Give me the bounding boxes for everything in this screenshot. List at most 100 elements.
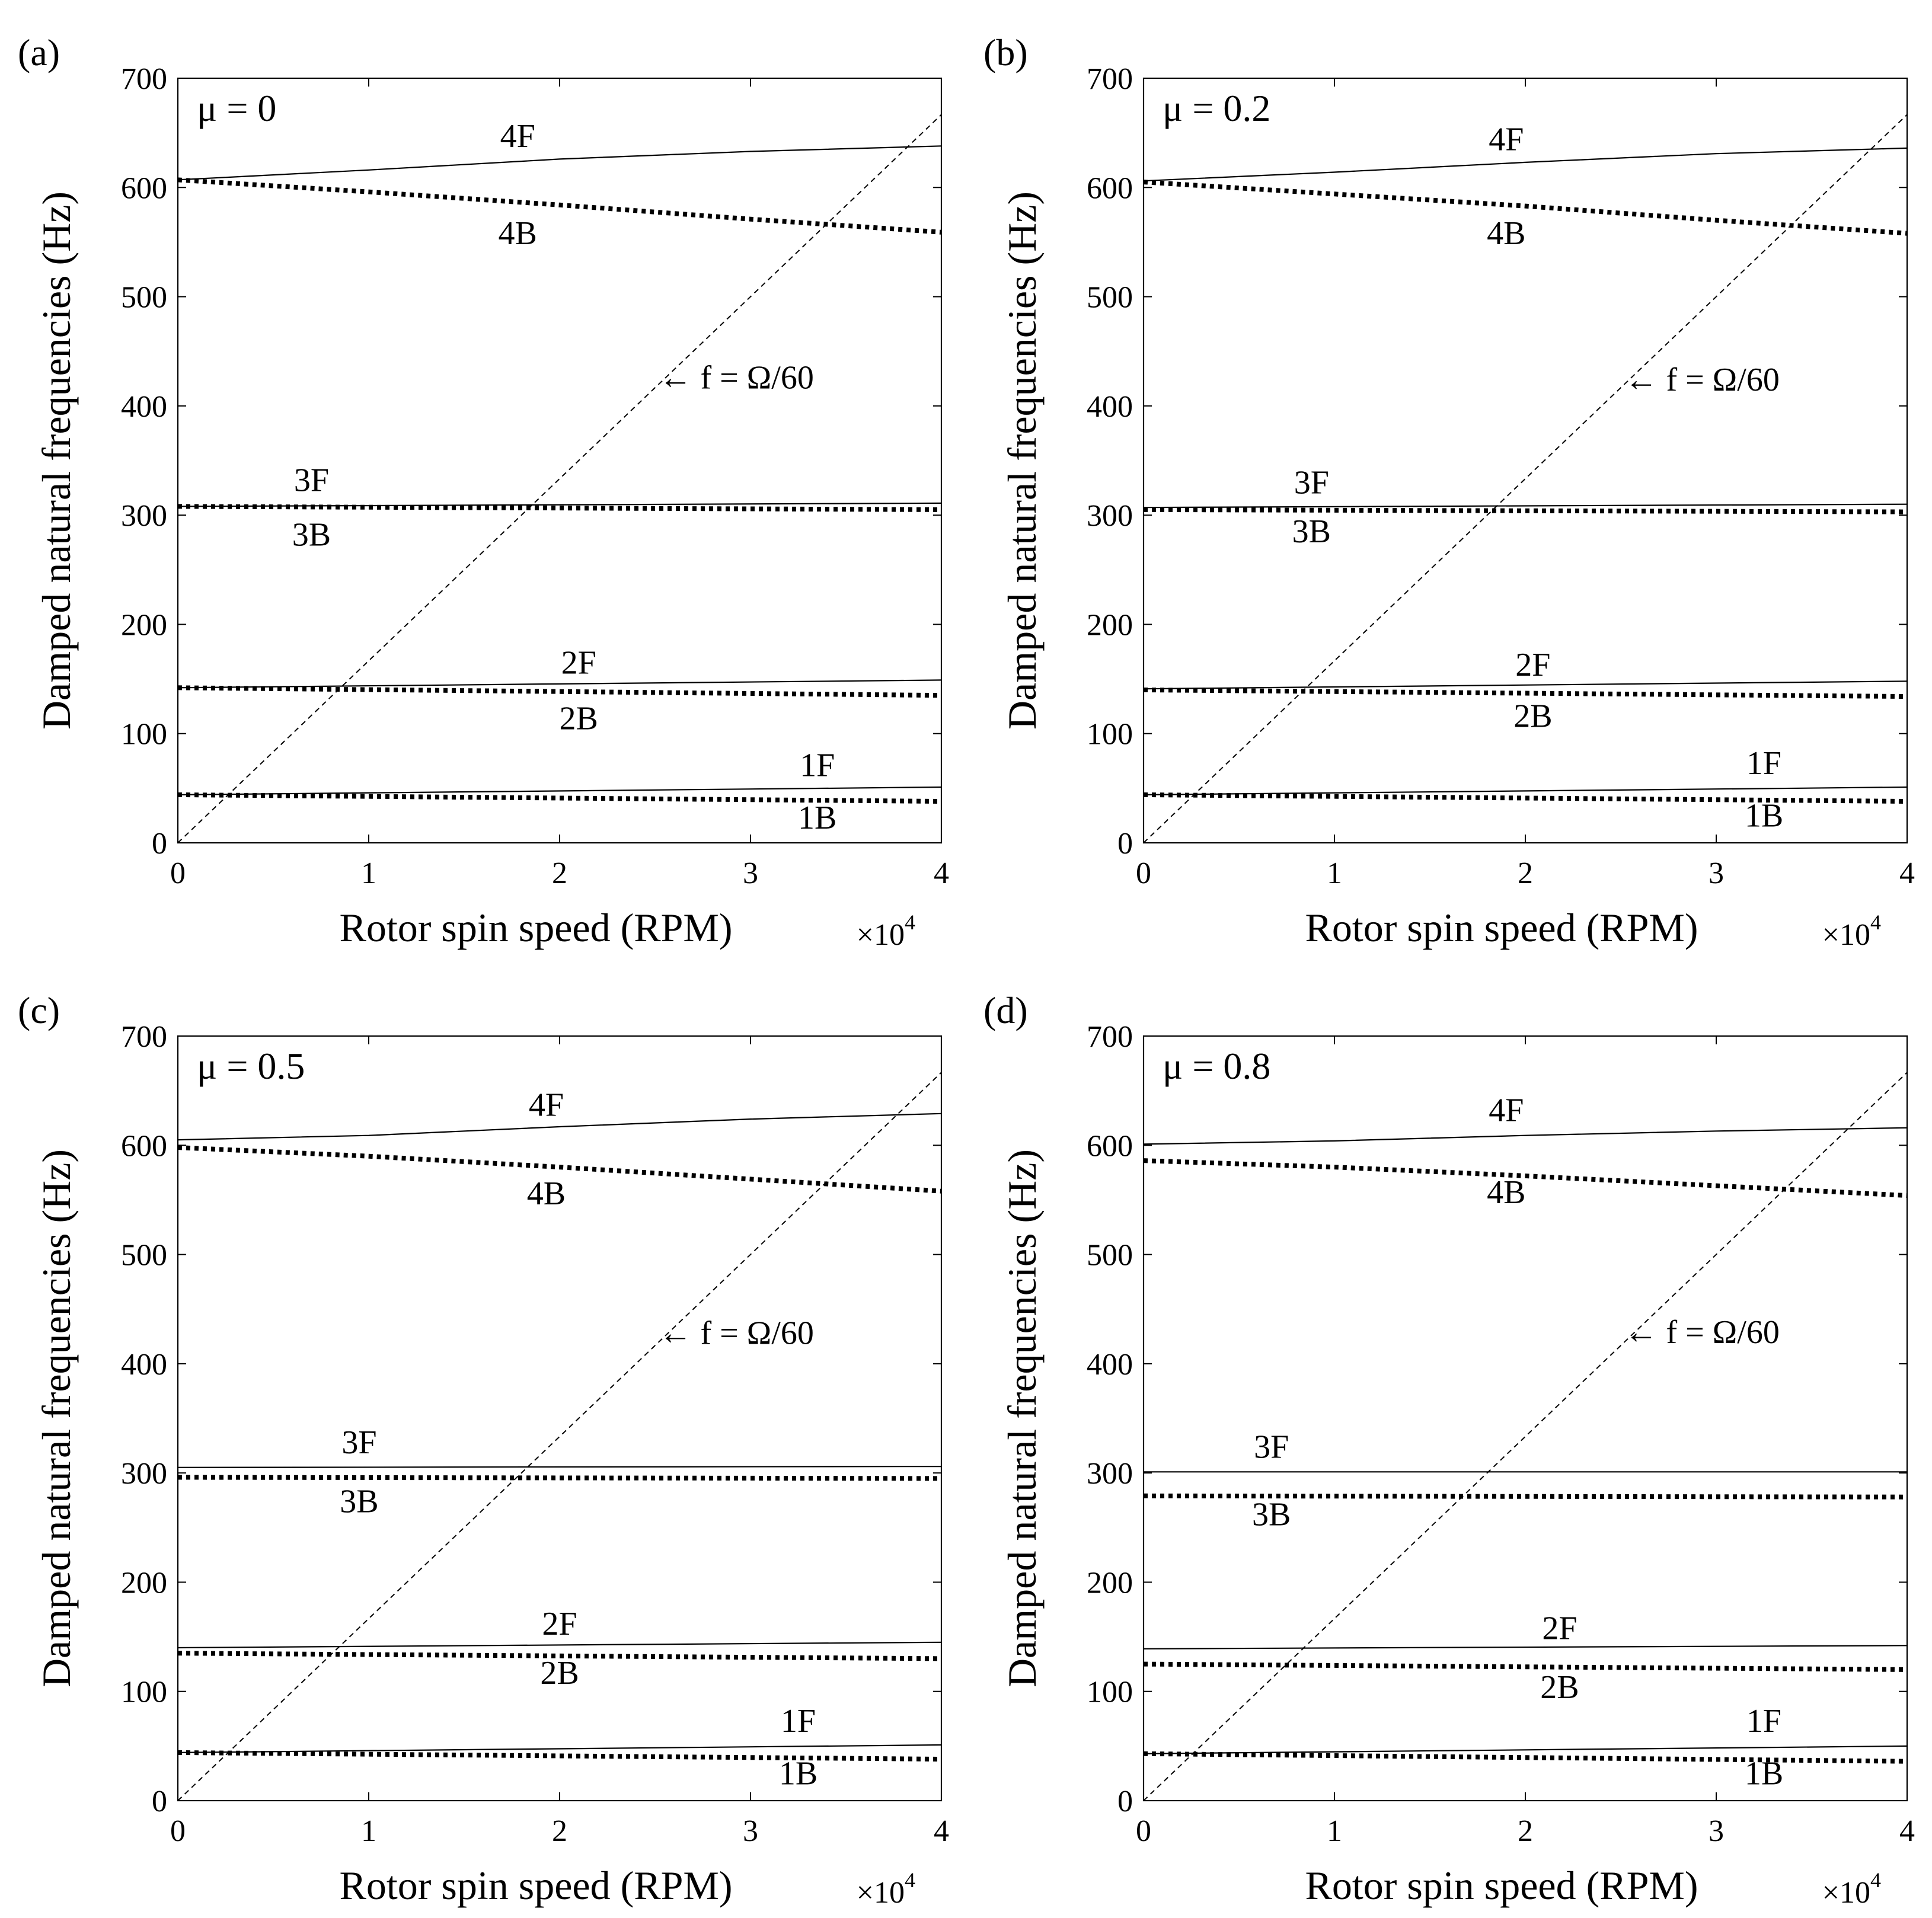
x-multiplier-base: ×10 xyxy=(1822,918,1870,952)
y-tick-label: 0 xyxy=(152,1785,167,1818)
series-annotation: 1B xyxy=(1745,1755,1783,1792)
x-tick-label: 4 xyxy=(1899,1814,1915,1848)
x-tick-label: 2 xyxy=(1518,1814,1533,1848)
chart-panel-c: 0 100 200 300 400 500 600 700 0 1 2 3 4 4F 4B 3F 3B 2F 2B 1… xyxy=(18,989,949,1910)
y-tick-label: 300 xyxy=(1087,499,1133,533)
series-annotation: 4B xyxy=(1487,215,1525,252)
series-line-3f xyxy=(178,502,941,507)
panel-label: (c) xyxy=(18,989,60,1031)
series-annotation: ← f = Ω/60 xyxy=(659,359,813,396)
y-axis-label: Damped natural frequencies (Hz) xyxy=(999,191,1045,730)
x-multiplier: ×104 xyxy=(1822,910,1881,952)
series-line-1b xyxy=(1144,792,1907,804)
x-tick-label: 3 xyxy=(743,856,758,890)
y-tick-label: 200 xyxy=(1087,608,1133,642)
x-multiplier-exponent: 4 xyxy=(905,910,915,934)
x-tick-label: 1 xyxy=(361,1814,376,1848)
series-line-f-60 xyxy=(1144,1072,1907,1801)
series-annotation: 3F xyxy=(1294,464,1329,501)
y-tick-label: 500 xyxy=(1087,281,1133,315)
x-tick-label: 1 xyxy=(361,856,376,890)
series-annotation: ← f = Ω/60 xyxy=(1624,1314,1779,1351)
y-tick-label: 500 xyxy=(121,281,167,315)
series-line-2f xyxy=(1144,680,1907,690)
x-multiplier-base: ×10 xyxy=(857,1876,905,1910)
series-line-1f xyxy=(1144,1745,1907,1754)
series-annotation: 1F xyxy=(1746,745,1781,782)
y-tick-label: 400 xyxy=(1087,1348,1133,1382)
series-line-f-60 xyxy=(178,1072,941,1801)
series-annotation: 2B xyxy=(540,1655,579,1692)
x-tick-label: 4 xyxy=(934,856,949,890)
series-line-2b xyxy=(178,1651,941,1661)
y-tick-label: 400 xyxy=(121,390,167,424)
y-tick-label: 300 xyxy=(121,499,167,533)
series-annotation: ← f = Ω/60 xyxy=(659,1315,813,1352)
y-tick-label: 100 xyxy=(121,718,167,752)
series-line-1b xyxy=(1144,1751,1907,1764)
series-annotation: 3B xyxy=(1292,513,1331,550)
series-annotation: 2F xyxy=(1542,1610,1577,1647)
x-multiplier: ×104 xyxy=(1822,1868,1881,1910)
x-tick-label: 1 xyxy=(1327,1814,1342,1848)
x-tick-label: 0 xyxy=(1136,856,1151,890)
series-annotation: 2F xyxy=(561,644,596,681)
series-group xyxy=(178,114,941,843)
x-multiplier: ×104 xyxy=(857,910,915,952)
y-axis-label: Damped natural frequencies (Hz) xyxy=(999,1149,1045,1687)
series-annotation: 3B xyxy=(292,517,331,554)
y-tick-label: 700 xyxy=(121,62,167,96)
x-multiplier-exponent: 4 xyxy=(905,1868,915,1892)
series-annotation: 1B xyxy=(1745,797,1783,834)
x-multiplier-exponent: 4 xyxy=(1870,1868,1881,1892)
series-annotation: 2B xyxy=(560,700,598,737)
series-annotation: 1F xyxy=(781,1703,816,1740)
series-annotation: 3B xyxy=(340,1483,378,1520)
series-annotation: 4B xyxy=(1487,1174,1525,1211)
series-annotation: 2F xyxy=(1515,647,1550,683)
series-line-2f xyxy=(178,1641,941,1649)
series-line-1f xyxy=(1144,786,1907,795)
x-tick-label: 3 xyxy=(1709,856,1724,890)
plot-frame xyxy=(1142,1035,1908,1802)
chart-panel-d: 0 100 200 300 400 500 600 700 0 1 2 3 4 4F 4B 3F 3B 2F 2B 1… xyxy=(983,989,1915,1910)
series-line-3b xyxy=(1144,1493,1907,1500)
x-tick-label: 0 xyxy=(170,856,186,890)
y-tick-label: 100 xyxy=(1087,718,1133,752)
series-line-2f xyxy=(1144,1645,1907,1650)
series-line-3f xyxy=(178,1465,941,1469)
series-annotation: 4B xyxy=(527,1175,566,1212)
series-annotation: 2B xyxy=(1540,1669,1579,1706)
series-annotation: 4F xyxy=(500,118,535,155)
series-line-4b xyxy=(1144,180,1907,236)
y-axis-label: Damped natural frequencies (Hz) xyxy=(34,1149,79,1687)
y-tick-label: 700 xyxy=(121,1020,167,1054)
x-axis-label: Rotor spin speed (RPM) xyxy=(1305,905,1698,950)
series-annotation: ← f = Ω/60 xyxy=(1624,362,1779,398)
x-tick-label: 4 xyxy=(934,1814,949,1848)
panel-label: (a) xyxy=(18,31,60,73)
x-tick-label: 2 xyxy=(1518,856,1533,890)
x-multiplier-base: ×10 xyxy=(857,918,905,952)
series-line-1f xyxy=(178,786,941,795)
series-line-4b xyxy=(178,1145,941,1194)
series-annotation: 4F xyxy=(1489,122,1524,158)
series-group xyxy=(178,1072,941,1801)
mu-label: μ = 0.8 xyxy=(1163,1045,1270,1087)
series-annotation: 4F xyxy=(1489,1092,1524,1129)
y-tick-label: 200 xyxy=(121,1566,167,1600)
series-line-f-60 xyxy=(178,114,941,843)
mu-label: μ = 0.2 xyxy=(1163,87,1270,129)
series-annotation: 4F xyxy=(529,1087,564,1124)
series-annotation: 1B xyxy=(779,1755,817,1792)
series-line-4f xyxy=(1144,147,1907,182)
y-tick-label: 700 xyxy=(1087,1020,1133,1054)
y-tick-label: 600 xyxy=(121,171,167,205)
x-tick-label: 2 xyxy=(552,1814,567,1848)
series-annotation: 1F xyxy=(1746,1703,1781,1740)
y-tick-label: 400 xyxy=(1087,390,1133,424)
series-line-4b xyxy=(178,177,941,235)
series-line-3b xyxy=(178,1475,941,1481)
y-tick-label: 400 xyxy=(121,1348,167,1382)
